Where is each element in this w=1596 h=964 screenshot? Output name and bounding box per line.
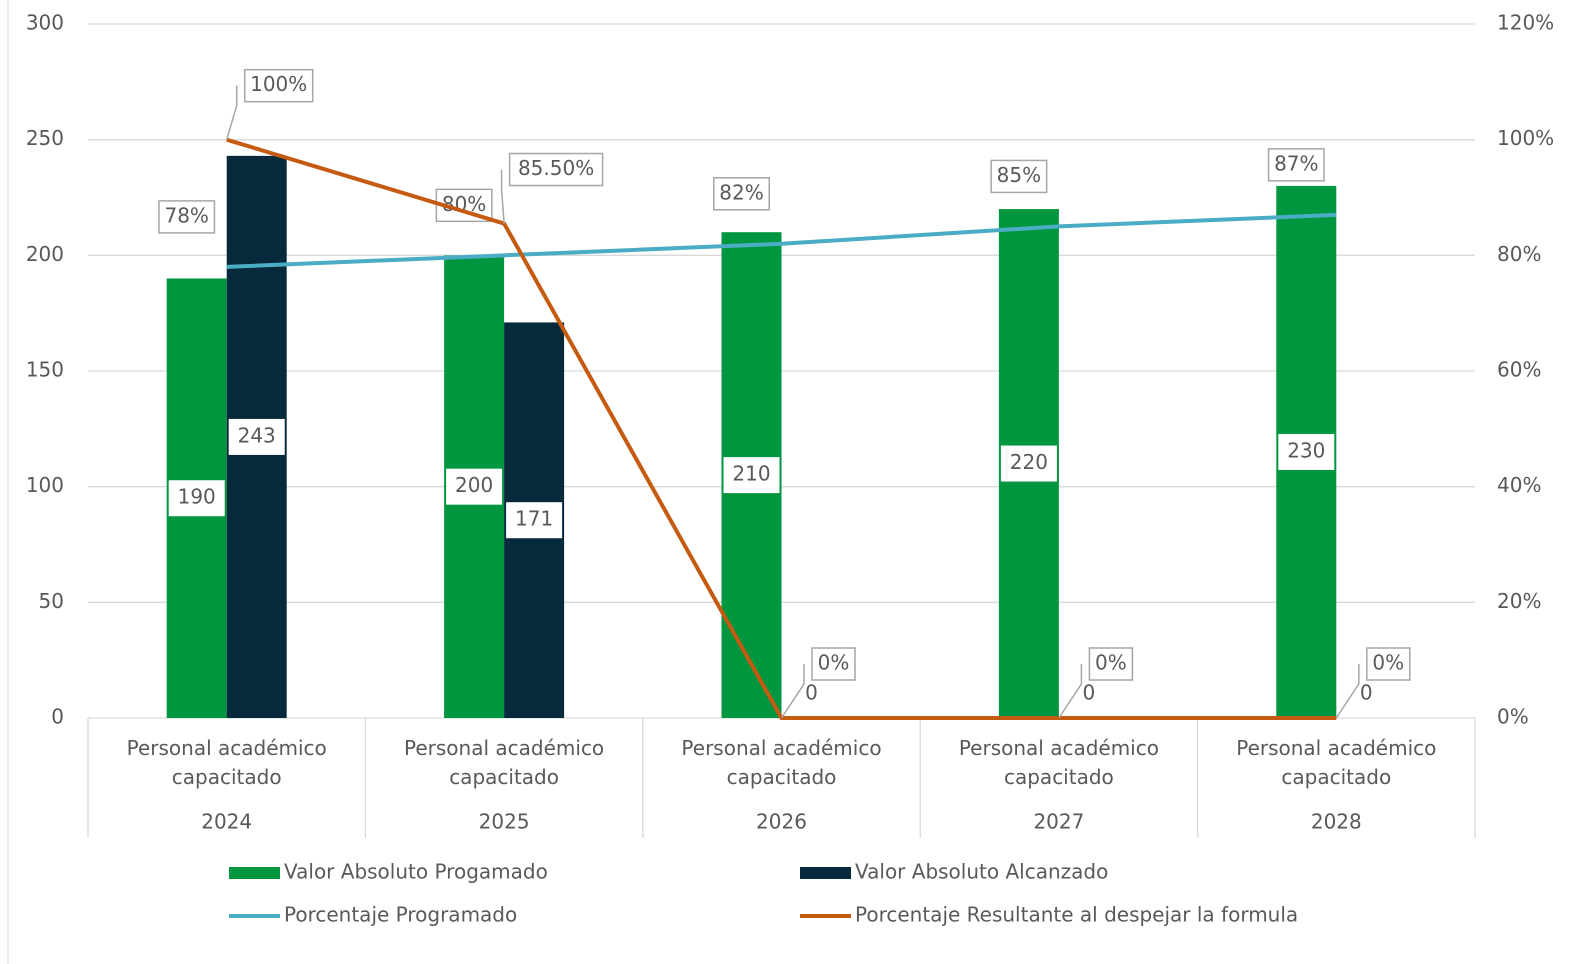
y-tick-label: 150 bbox=[26, 358, 64, 382]
data-label-box bbox=[1278, 433, 1335, 470]
y2-tick-label: 20% bbox=[1497, 589, 1541, 613]
x-tick-label: Personal académico capacitado bbox=[404, 736, 605, 789]
legend-label: Porcentaje Resultante al despejar la for… bbox=[855, 903, 1298, 927]
leader-line bbox=[500, 169, 505, 224]
data-label-box bbox=[1000, 445, 1057, 482]
data-label-box bbox=[243, 68, 314, 103]
data-label-box bbox=[508, 152, 604, 187]
y-tick-label: 250 bbox=[26, 126, 64, 150]
line-series bbox=[226, 212, 1337, 269]
data-label-box bbox=[446, 468, 503, 505]
x-group-label: 2027 bbox=[1033, 810, 1084, 834]
data-label-box bbox=[168, 480, 225, 517]
data-label: 243 bbox=[238, 423, 276, 447]
y2-tick-label: 80% bbox=[1497, 242, 1541, 266]
data-label: 0% bbox=[1372, 651, 1404, 675]
leader-line bbox=[225, 85, 238, 140]
data-label: 0% bbox=[818, 651, 850, 675]
y2-tick-label: 120% bbox=[1497, 11, 1554, 35]
x-group-label: 2028 bbox=[1311, 810, 1362, 834]
x-group-label: 2026 bbox=[756, 810, 807, 834]
line-series bbox=[226, 137, 1337, 720]
data-label: 230 bbox=[1287, 438, 1325, 462]
data-label: 78% bbox=[164, 203, 208, 227]
data-label: 190 bbox=[178, 485, 216, 509]
data-label-box bbox=[811, 647, 856, 681]
data-label-box bbox=[506, 502, 563, 539]
data-label-box bbox=[713, 177, 770, 211]
data-label: 0 bbox=[805, 681, 818, 705]
x-tick-label: Personal académico capacitado bbox=[958, 736, 1159, 789]
data-label-box bbox=[1088, 647, 1134, 681]
data-label: 210 bbox=[732, 462, 770, 486]
data-label: 0 bbox=[1360, 681, 1373, 705]
x-tick-label: Personal académico capacitado bbox=[126, 736, 327, 789]
x-tick-label: Personal académico capacitado bbox=[681, 736, 882, 789]
y2-tick-label: 40% bbox=[1497, 473, 1541, 497]
data-label-box bbox=[1267, 148, 1325, 182]
y2-tick-label: 60% bbox=[1497, 358, 1541, 382]
x-group-label: 2024 bbox=[201, 810, 252, 834]
legend-swatch bbox=[229, 867, 280, 879]
legend-label: Valor Absoluto Alcanzado bbox=[855, 860, 1108, 884]
data-label-box bbox=[723, 457, 780, 494]
leader-line bbox=[780, 664, 805, 719]
x-tick-label: Personal académico capacitado bbox=[1236, 736, 1437, 789]
data-label: 220 bbox=[1010, 450, 1048, 474]
data-label-box bbox=[228, 418, 285, 455]
y-tick-label: 50 bbox=[39, 589, 64, 613]
data-label: 0 bbox=[1083, 681, 1096, 705]
y2-tick-label: 0% bbox=[1497, 705, 1529, 729]
y2-tick-label: 100% bbox=[1497, 126, 1554, 150]
x-group-label: 2025 bbox=[479, 810, 530, 834]
data-label: 82% bbox=[719, 180, 763, 204]
data-label-box bbox=[1366, 647, 1411, 681]
y-tick-label: 100 bbox=[26, 473, 64, 497]
data-label: 87% bbox=[1274, 151, 1318, 175]
data-label: 100% bbox=[250, 72, 307, 96]
data-label: 85.50% bbox=[518, 156, 594, 180]
y-tick-label: 200 bbox=[26, 242, 64, 266]
data-label: 85% bbox=[997, 163, 1041, 187]
data-label-box bbox=[158, 200, 216, 234]
data-label: 0% bbox=[1095, 651, 1127, 675]
legend-label: Valor Absoluto Progamado bbox=[284, 860, 548, 884]
y-tick-label: 0 bbox=[51, 705, 64, 729]
data-label: 171 bbox=[515, 507, 553, 531]
y-tick-label: 300 bbox=[26, 11, 64, 35]
data-label-box bbox=[990, 159, 1048, 194]
leader-line bbox=[1058, 664, 1083, 719]
leader-line bbox=[1335, 664, 1360, 719]
data-label: 200 bbox=[455, 473, 493, 497]
legend-swatch bbox=[800, 867, 851, 879]
legend-label: Porcentaje Programado bbox=[284, 903, 517, 927]
